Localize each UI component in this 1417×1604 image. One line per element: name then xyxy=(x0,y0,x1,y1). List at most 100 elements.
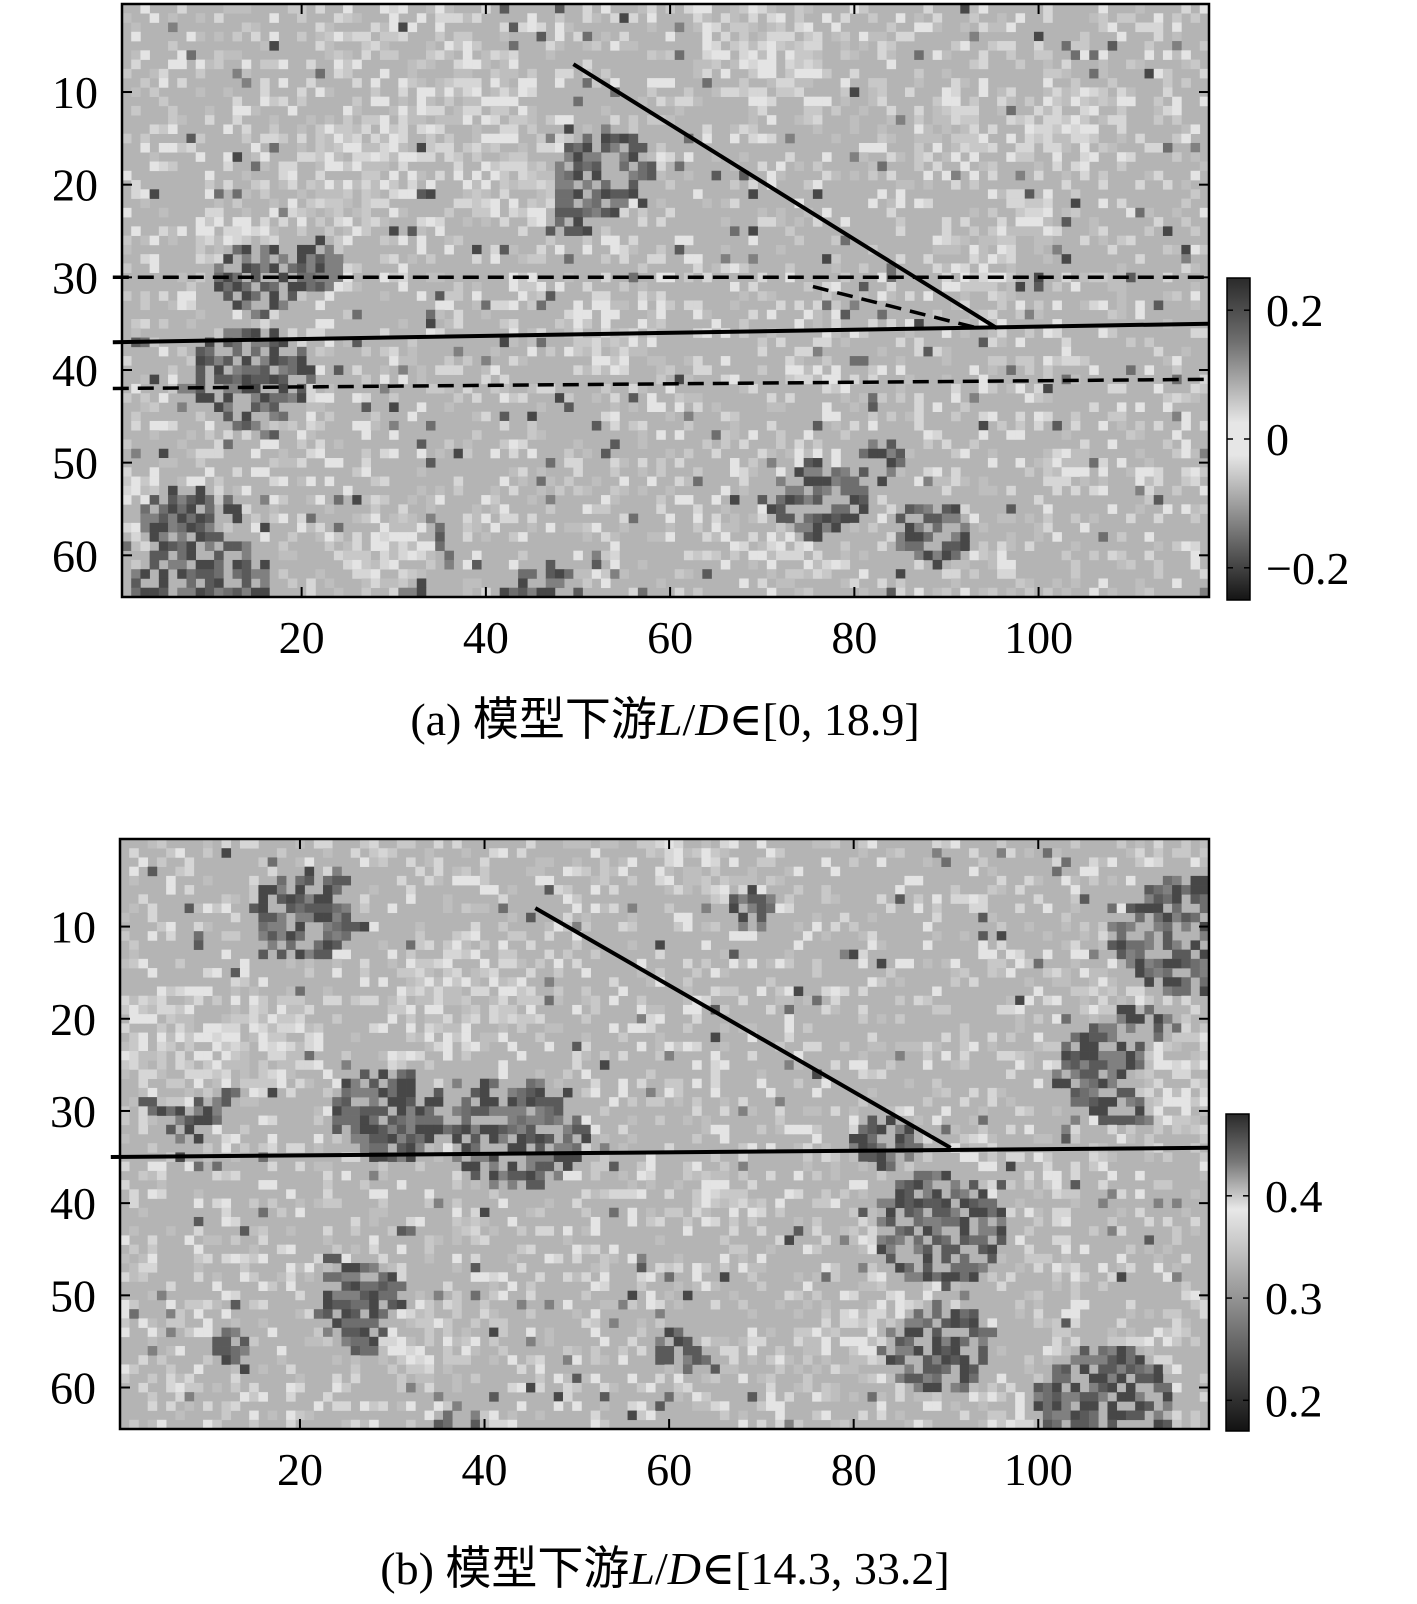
heatmap-cell xyxy=(184,903,195,914)
heatmap-cell xyxy=(601,448,611,459)
heatmap-cell xyxy=(693,467,703,477)
heatmap-cell xyxy=(701,921,711,932)
heatmap-cell xyxy=(747,1051,758,1061)
heatmap-cell xyxy=(664,857,675,867)
heatmap-cell xyxy=(895,1180,905,1190)
heatmap-cell xyxy=(1024,393,1035,403)
heatmap-cell xyxy=(766,504,777,514)
heatmap-cell xyxy=(313,912,324,923)
heatmap-cell xyxy=(1172,22,1182,33)
heatmap-cell xyxy=(610,356,620,366)
heatmap-cell xyxy=(424,968,435,978)
heatmap-cell xyxy=(582,281,593,292)
heatmap-cell xyxy=(527,300,537,311)
heatmap-cell xyxy=(276,1051,287,1061)
heatmap-cell xyxy=(527,383,537,394)
heatmap-cell xyxy=(562,912,573,923)
heatmap-cell xyxy=(766,402,777,412)
heatmap-cell xyxy=(1172,903,1182,914)
heatmap-cell xyxy=(1015,383,1026,394)
heatmap-cell xyxy=(1190,291,1201,301)
heatmap-cell xyxy=(260,439,270,450)
heatmap-cell xyxy=(129,1198,139,1209)
heatmap-cell xyxy=(1162,402,1173,412)
heatmap-cell xyxy=(803,78,814,88)
heatmap-cell xyxy=(508,485,519,496)
heatmap-cell xyxy=(895,1106,905,1116)
heatmap-cell xyxy=(269,337,279,348)
heatmap-cell xyxy=(996,875,1007,886)
heatmap-cell xyxy=(156,1004,167,1015)
heatmap-cell xyxy=(498,986,508,997)
heatmap-cell xyxy=(490,133,500,144)
heatmap-cell xyxy=(379,4,390,14)
heatmap-cell xyxy=(499,152,510,162)
heatmap-cell xyxy=(1015,1106,1025,1116)
heatmap-cell xyxy=(951,559,961,570)
heatmap-cell xyxy=(664,848,675,858)
heatmap-cell xyxy=(950,977,961,987)
heatmap-cell xyxy=(1126,59,1136,70)
heatmap-cell xyxy=(1043,522,1053,533)
heatmap-cell xyxy=(830,1161,841,1172)
heatmap-cell xyxy=(627,903,638,914)
heatmap-cell xyxy=(239,1060,250,1070)
heatmap-cell xyxy=(729,550,740,561)
heatmap-cell xyxy=(129,866,139,877)
heatmap-cell xyxy=(757,96,768,107)
heatmap-cell xyxy=(122,133,132,144)
heatmap-cell xyxy=(581,921,591,932)
heatmap-cell xyxy=(1043,504,1053,514)
heatmap-cell xyxy=(960,105,970,116)
heatmap-cell xyxy=(904,1124,914,1135)
heatmap-cell xyxy=(1061,337,1072,348)
overlay-lines-a xyxy=(112,62,1210,391)
heatmap-cell xyxy=(508,207,519,218)
heatmap-cell xyxy=(960,402,970,412)
heatmap-cell xyxy=(1070,467,1081,477)
heatmap-cell xyxy=(315,133,325,144)
heatmap-cell xyxy=(987,1189,998,1199)
heatmap-cell xyxy=(481,50,491,60)
heatmap-cell xyxy=(1061,1134,1071,1144)
heatmap-cell xyxy=(886,467,897,477)
heatmap-cell xyxy=(315,300,325,311)
heatmap-cell xyxy=(1052,995,1062,1006)
heatmap-cell xyxy=(324,272,335,283)
heatmap-cell xyxy=(526,866,536,877)
heatmap-cell xyxy=(932,903,942,914)
heatmap-cell xyxy=(932,559,943,570)
heatmap-cell xyxy=(775,1124,785,1135)
heatmap-cell xyxy=(369,1189,379,1199)
heatmap-cell xyxy=(186,448,196,459)
heatmap-cell xyxy=(886,198,897,209)
heatmap-cell xyxy=(1107,1115,1118,1126)
heatmap-cell xyxy=(490,495,500,505)
heatmap-cell xyxy=(214,374,224,385)
heatmap-cell xyxy=(315,124,325,135)
heatmap-cell xyxy=(535,875,545,886)
heatmap-cell xyxy=(665,485,676,496)
heatmap-cell xyxy=(1162,1041,1173,1052)
heatmap-cell xyxy=(361,467,372,477)
heatmap-cell xyxy=(258,931,268,941)
heatmap-cell xyxy=(1153,13,1164,23)
heatmap-cell xyxy=(886,105,897,116)
heatmap-cell xyxy=(858,504,869,514)
heatmap-cell xyxy=(710,1189,721,1199)
heatmap-cell xyxy=(554,569,565,579)
heatmap-cell xyxy=(156,857,167,867)
heatmap-cell xyxy=(775,986,785,997)
heatmap-cell xyxy=(996,1004,1007,1015)
heatmap-cell xyxy=(582,4,593,14)
heatmap-cell xyxy=(895,1189,905,1199)
heatmap-cell xyxy=(748,226,758,236)
heatmap-cell xyxy=(406,1023,416,1033)
heatmap-cell xyxy=(719,1041,730,1052)
plot-frame-a xyxy=(120,2,1211,599)
heatmap-cell xyxy=(554,170,565,181)
heatmap-cell xyxy=(518,532,528,542)
heatmap-cell xyxy=(241,569,252,579)
heatmap-cell xyxy=(470,1014,481,1024)
heatmap-cell xyxy=(673,1087,684,1098)
